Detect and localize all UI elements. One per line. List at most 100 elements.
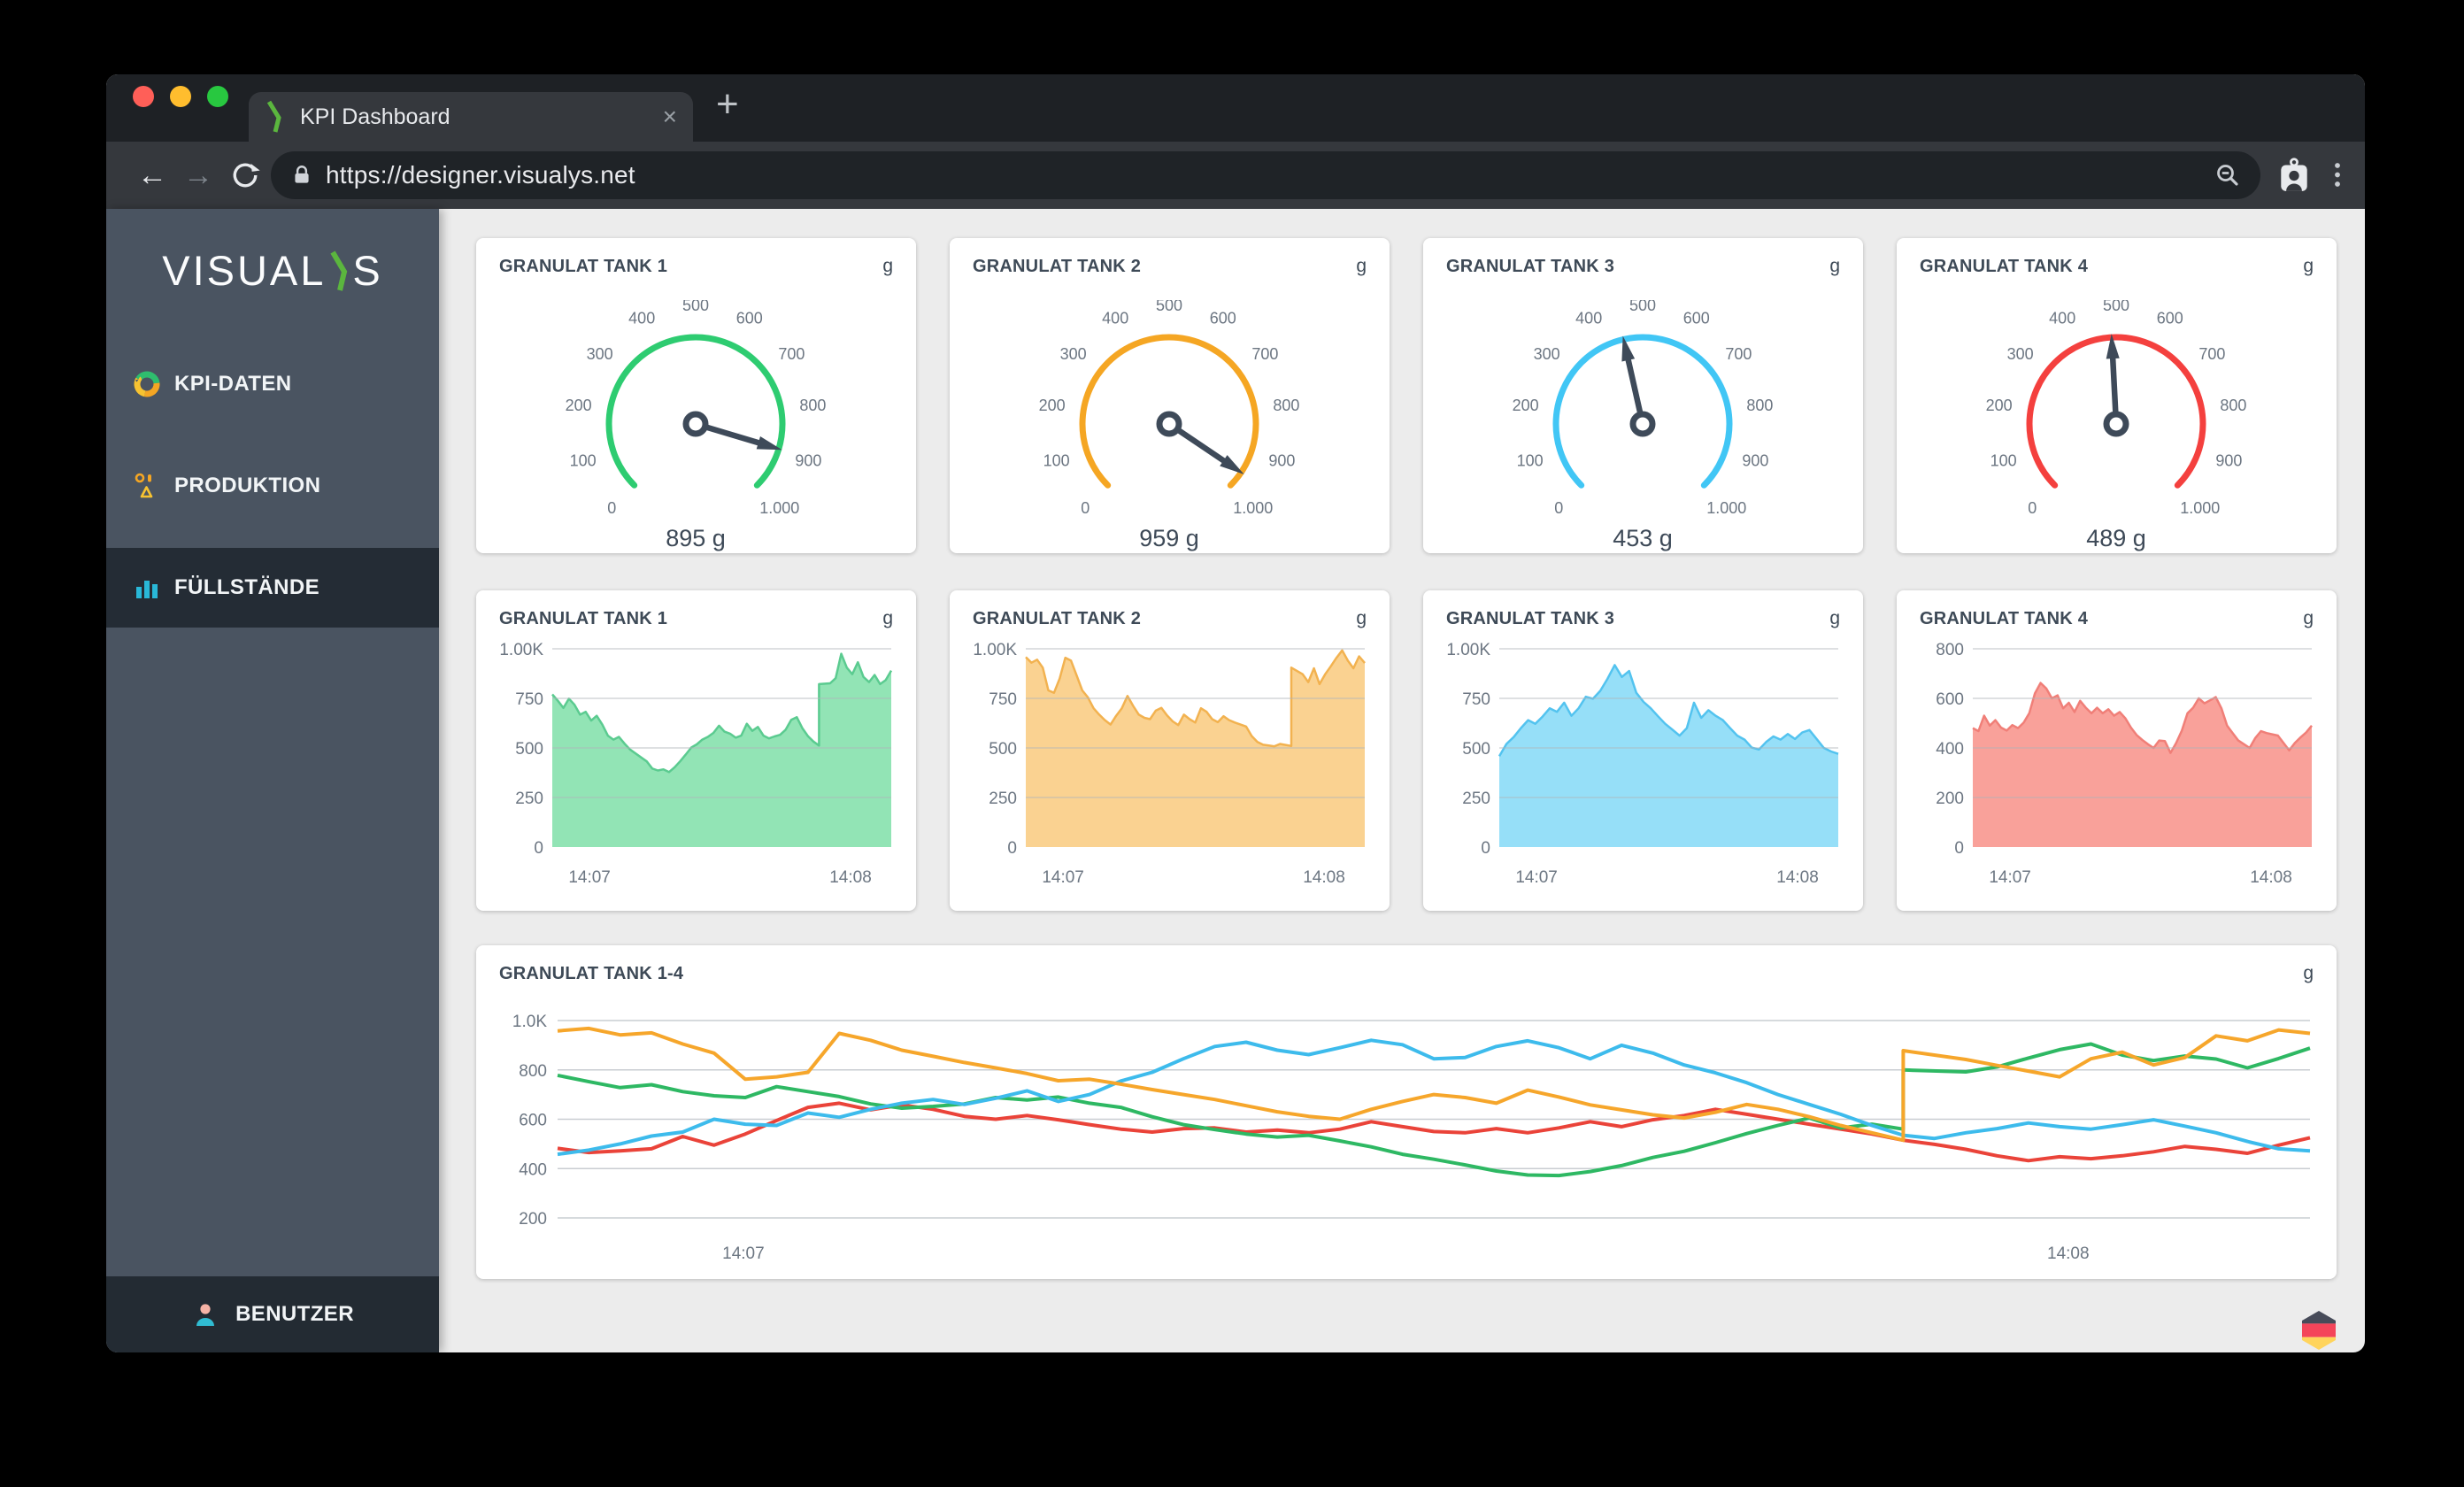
svg-text:400: 400 — [2049, 310, 2075, 327]
sidebar-menu: KPI-DATEN PRODUKTION F — [106, 344, 439, 628]
svg-text:900: 900 — [1742, 451, 1768, 469]
svg-text:600: 600 — [736, 310, 763, 327]
url-text: https://designer.visualys.net — [326, 161, 635, 189]
svg-text:900: 900 — [1268, 451, 1295, 469]
svg-text:14:07: 14:07 — [1515, 868, 1558, 887]
profile-badge-icon[interactable] — [2278, 157, 2310, 194]
svg-text:700: 700 — [778, 345, 805, 363]
svg-text:1.00K: 1.00K — [499, 641, 543, 659]
svg-text:700: 700 — [1251, 345, 1278, 363]
card-unit: g — [1829, 256, 1840, 276]
zoom-out-icon[interactable] — [2214, 162, 2241, 189]
sidebar: VISUAL S KPI-DATEN — [106, 209, 439, 1352]
svg-text:800: 800 — [2220, 397, 2246, 414]
browser-tab[interactable]: KPI Dashboard × — [249, 92, 693, 142]
donut-chart-icon — [134, 371, 160, 397]
line-chart: 1.0K 800 600 400 200 14:07 14:08 — [512, 1013, 2311, 1263]
sidebar-item-benutzer[interactable]: BENUTZER — [106, 1276, 439, 1352]
visualys-logo: VISUAL S — [106, 246, 439, 295]
svg-text:959 g: 959 g — [1139, 525, 1199, 551]
sidebar-item-label: BENUTZER — [235, 1302, 354, 1326]
svg-text:14:07: 14:07 — [568, 868, 611, 887]
svg-text:700: 700 — [1725, 345, 1752, 363]
tab-close-icon[interactable]: × — [662, 103, 677, 130]
logo-accent-icon — [330, 250, 348, 291]
svg-text:800: 800 — [799, 397, 826, 414]
svg-text:900: 900 — [795, 451, 821, 469]
area-card-tank4: GRANULAT TANK 4 g 800 600 400 200 0 14:07 14:08 — [1897, 590, 2337, 911]
svg-text:200: 200 — [1986, 397, 2013, 414]
german-flag-language-button[interactable] — [2298, 1310, 2339, 1351]
svg-text:600: 600 — [1936, 690, 1964, 709]
card-unit: g — [2303, 608, 2314, 628]
svg-text:750: 750 — [989, 690, 1017, 709]
url-bar[interactable]: https://designer.visualys.net — [271, 151, 2260, 199]
svg-text:300: 300 — [1534, 345, 1560, 363]
card-title: GRANULAT TANK 2 — [973, 257, 1142, 276]
zoom-window-button[interactable] — [207, 86, 228, 107]
svg-text:0: 0 — [1954, 839, 1964, 858]
area-card-tank3: GRANULAT TANK 3 g 1.00K 750 500 250 0 14:07 14:… — [1423, 590, 1863, 911]
svg-text:14:07: 14:07 — [722, 1244, 765, 1263]
visualys-favicon-icon — [266, 100, 281, 133]
new-tab-button[interactable]: + — [716, 82, 739, 126]
svg-text:0: 0 — [607, 499, 616, 517]
svg-text:400: 400 — [519, 1160, 547, 1179]
sidebar-item-fuellstaende[interactable]: FÜLLSTÄNDE — [106, 548, 439, 628]
area-chart: 1.00K 750 500 250 0 14:07 14:08 — [499, 641, 893, 887]
svg-text:300: 300 — [2007, 345, 2034, 363]
card-unit: g — [882, 608, 893, 628]
menu-dots-icon[interactable] — [2333, 162, 2342, 189]
close-window-button[interactable] — [133, 86, 154, 107]
card-unit: g — [2303, 963, 2314, 983]
card-title: GRANULAT TANK 3 — [1446, 257, 1615, 276]
svg-text:200: 200 — [1039, 397, 1066, 414]
svg-text:300: 300 — [1060, 345, 1087, 363]
svg-text:14:08: 14:08 — [1303, 868, 1345, 887]
sidebar-item-produktion[interactable]: PRODUKTION — [106, 446, 439, 526]
logo-text-pre: VISUAL — [162, 247, 327, 294]
svg-text:500: 500 — [1462, 740, 1490, 759]
sidebar-item-kpi-daten[interactable]: KPI-DATEN — [106, 344, 439, 424]
gauge-card-tank3: GRANULAT TANK 3 g 0 100 200 300 400 500 600 700 8… — [1423, 238, 1863, 553]
reload-button[interactable] — [230, 160, 260, 190]
card-title: GRANULAT TANK 1 — [499, 609, 668, 628]
area-chart: 1.00K 750 500 250 0 14:07 14:08 — [1446, 641, 1839, 887]
svg-text:453 g: 453 g — [1613, 525, 1673, 551]
svg-text:1.00K: 1.00K — [1446, 641, 1490, 659]
svg-text:0: 0 — [1481, 839, 1490, 858]
forward-button[interactable]: → — [183, 158, 213, 192]
gauge-card-tank1: GRANULAT TANK 1 g 0 100 200 300 400 500 600 700 8… — [476, 238, 916, 553]
minimize-window-button[interactable] — [170, 86, 191, 107]
svg-text:14:08: 14:08 — [2250, 868, 2292, 887]
svg-text:500: 500 — [1156, 300, 1182, 314]
svg-text:0: 0 — [1081, 499, 1090, 517]
svg-text:600: 600 — [1210, 310, 1236, 327]
gauge-chart: 0 100 200 300 400 500 600 700 800 900 1.000 959 g — [1039, 300, 1300, 551]
svg-text:200: 200 — [1513, 397, 1539, 414]
svg-text:489 g: 489 g — [2086, 525, 2146, 551]
svg-text:1.00K: 1.00K — [973, 641, 1017, 659]
svg-text:500: 500 — [682, 300, 709, 314]
app-area: VISUAL S KPI-DATEN — [106, 209, 2365, 1352]
svg-text:1.000: 1.000 — [1706, 499, 1746, 517]
sidebar-item-label: KPI-DATEN — [174, 372, 292, 396]
card-unit: g — [882, 256, 893, 276]
svg-text:14:08: 14:08 — [829, 868, 872, 887]
card-unit: g — [1829, 608, 1840, 628]
user-icon — [196, 1304, 215, 1326]
svg-text:800: 800 — [1746, 397, 1773, 414]
svg-text:1.000: 1.000 — [2180, 499, 2220, 517]
svg-text:900: 900 — [2215, 451, 2242, 469]
svg-text:400: 400 — [628, 310, 655, 327]
svg-text:800: 800 — [519, 1062, 547, 1081]
svg-text:14:07: 14:07 — [1042, 868, 1084, 887]
traffic-lights — [133, 86, 228, 107]
gauge-row: GRANULAT TANK 1 g 0 100 200 300 400 500 600 700 8… — [476, 238, 2340, 553]
svg-text:0: 0 — [1554, 499, 1563, 517]
area-chart-row: GRANULAT TANK 1 g 1.00K 750 500 250 0 14:07 14:… — [476, 590, 2340, 911]
svg-text:400: 400 — [1936, 740, 1964, 759]
back-button[interactable]: ← — [137, 158, 167, 192]
sidebar-item-label: PRODUKTION — [174, 474, 321, 497]
svg-text:500: 500 — [2103, 300, 2129, 314]
